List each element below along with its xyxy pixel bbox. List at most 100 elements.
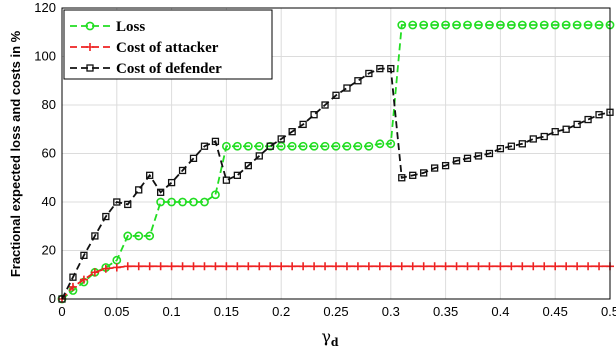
data-point-cost-of-defender bbox=[452, 157, 461, 165]
data-point-cost-of-defender bbox=[189, 154, 198, 163]
data-point-loss bbox=[550, 20, 560, 30]
legend-label: Cost of defender bbox=[116, 61, 222, 77]
data-point-cost-of-defender bbox=[332, 91, 340, 99]
data-point-cost-of-attacker bbox=[266, 262, 275, 271]
data-point-cost-of-attacker bbox=[540, 262, 549, 271]
data-point-loss bbox=[167, 197, 176, 207]
data-point-cost-of-attacker bbox=[156, 262, 165, 271]
data-point-cost-of-defender bbox=[299, 120, 307, 129]
data-point-loss bbox=[287, 141, 297, 151]
series-cost-of-defender bbox=[58, 64, 614, 303]
series-layer bbox=[57, 20, 615, 304]
plot-frame bbox=[61, 7, 611, 300]
data-point-cost-of-defender bbox=[91, 232, 99, 240]
data-point-cost-of-defender bbox=[518, 140, 526, 148]
data-point-cost-of-defender bbox=[463, 154, 472, 163]
x-tick-label: 0.5 bbox=[601, 304, 616, 319]
x-tick-label: 0.15 bbox=[214, 304, 239, 319]
data-point-cost-of-attacker bbox=[463, 262, 472, 271]
data-point-cost-of-attacker bbox=[397, 262, 406, 271]
data-point-cost-of-attacker bbox=[310, 262, 319, 271]
series-line-loss bbox=[61, 24, 610, 300]
data-point-cost-of-attacker bbox=[200, 262, 209, 271]
data-point-loss bbox=[254, 141, 264, 151]
data-point-loss bbox=[583, 20, 593, 30]
data-point-loss bbox=[243, 141, 253, 151]
data-point-cost-of-attacker bbox=[529, 262, 538, 271]
data-point-cost-of-defender bbox=[365, 69, 373, 78]
data-point-cost-of-attacker bbox=[112, 263, 121, 272]
legend-item-cost-of-attacker: Cost of attacker bbox=[70, 40, 219, 56]
data-point-cost-of-defender bbox=[540, 132, 548, 141]
data-point-cost-of-defender bbox=[496, 144, 505, 153]
data-point-cost-of-defender bbox=[441, 161, 450, 170]
x-tick-label: 0.1 bbox=[163, 304, 181, 319]
data-point-cost-of-attacker bbox=[573, 262, 582, 271]
x-axis-label-subscript: d bbox=[331, 336, 339, 349]
data-point-loss bbox=[572, 20, 582, 30]
data-point-cost-of-attacker bbox=[485, 262, 494, 271]
data-point-cost-of-defender bbox=[156, 188, 165, 196]
legend-label: Loss bbox=[116, 19, 145, 35]
y-tick-label: 60 bbox=[42, 146, 56, 161]
data-point-loss bbox=[474, 20, 483, 30]
data-point-cost-of-attacker bbox=[134, 262, 143, 271]
x-tick-label: 0.3 bbox=[382, 304, 400, 319]
data-point-cost-of-attacker bbox=[375, 262, 384, 271]
data-point-cost-of-attacker bbox=[386, 262, 395, 271]
data-point-loss bbox=[561, 20, 571, 30]
data-point-cost-of-defender bbox=[69, 273, 77, 281]
data-point-cost-of-attacker bbox=[68, 282, 77, 291]
y-axis-label: Fractional expected loss and costs in % bbox=[8, 30, 23, 277]
data-point-cost-of-attacker bbox=[288, 262, 297, 271]
x-tick-label: 0.05 bbox=[104, 304, 129, 319]
data-point-loss bbox=[528, 20, 538, 30]
data-point-cost-of-defender bbox=[167, 178, 176, 187]
data-point-cost-of-attacker bbox=[123, 262, 132, 271]
data-point-cost-of-defender bbox=[233, 171, 242, 179]
x-tick-label: 0.35 bbox=[433, 304, 458, 319]
data-point-cost-of-attacker bbox=[562, 262, 571, 271]
data-point-cost-of-defender bbox=[354, 77, 362, 85]
data-point-loss bbox=[221, 141, 231, 151]
data-point-cost-of-defender bbox=[551, 128, 559, 136]
legend-marker bbox=[86, 43, 94, 51]
legend-marker bbox=[86, 64, 94, 72]
data-point-cost-of-attacker bbox=[90, 268, 99, 277]
data-point-loss bbox=[517, 20, 527, 30]
data-point-loss bbox=[441, 20, 450, 30]
series-cost-of-attacker bbox=[58, 262, 614, 303]
y-tick-label: 80 bbox=[42, 97, 56, 112]
data-point-cost-of-defender bbox=[387, 64, 395, 73]
data-point-loss bbox=[178, 197, 187, 207]
data-point-cost-of-defender bbox=[277, 135, 285, 143]
y-tick-label: 20 bbox=[42, 243, 56, 258]
x-axis-label-symbol: γ bbox=[321, 327, 331, 346]
data-point-cost-of-defender bbox=[485, 149, 494, 158]
data-point-cost-of-defender bbox=[200, 142, 209, 150]
data-point-cost-of-attacker bbox=[584, 262, 593, 271]
series-line-cost-of-defender bbox=[61, 67, 611, 300]
data-point-loss bbox=[232, 141, 242, 151]
data-point-cost-of-defender bbox=[178, 166, 187, 175]
data-point-loss bbox=[430, 20, 440, 30]
data-point-loss bbox=[506, 20, 516, 30]
data-point-cost-of-attacker bbox=[178, 262, 187, 271]
data-point-cost-of-attacker bbox=[342, 262, 351, 271]
data-point-loss bbox=[353, 141, 363, 151]
data-point-cost-of-attacker bbox=[364, 262, 373, 271]
data-point-cost-of-defender bbox=[595, 111, 603, 119]
data-point-cost-of-attacker bbox=[332, 262, 340, 271]
x-tick-labels: 0 0.05 0.1 0.15 0.2 0.25 0.3 0.35 0.4 0.45 0.5 bbox=[58, 304, 616, 319]
data-point-loss bbox=[364, 141, 374, 151]
x-tick-label: 0.4 bbox=[491, 304, 509, 319]
x-tick-label: 0.2 bbox=[272, 304, 290, 319]
data-point-loss bbox=[397, 20, 407, 30]
data-point-loss bbox=[211, 190, 220, 200]
data-point-cost-of-attacker bbox=[507, 262, 516, 271]
data-point-loss bbox=[134, 231, 144, 241]
data-point-cost-of-defender bbox=[584, 115, 592, 124]
data-point-cost-of-defender bbox=[474, 152, 483, 160]
